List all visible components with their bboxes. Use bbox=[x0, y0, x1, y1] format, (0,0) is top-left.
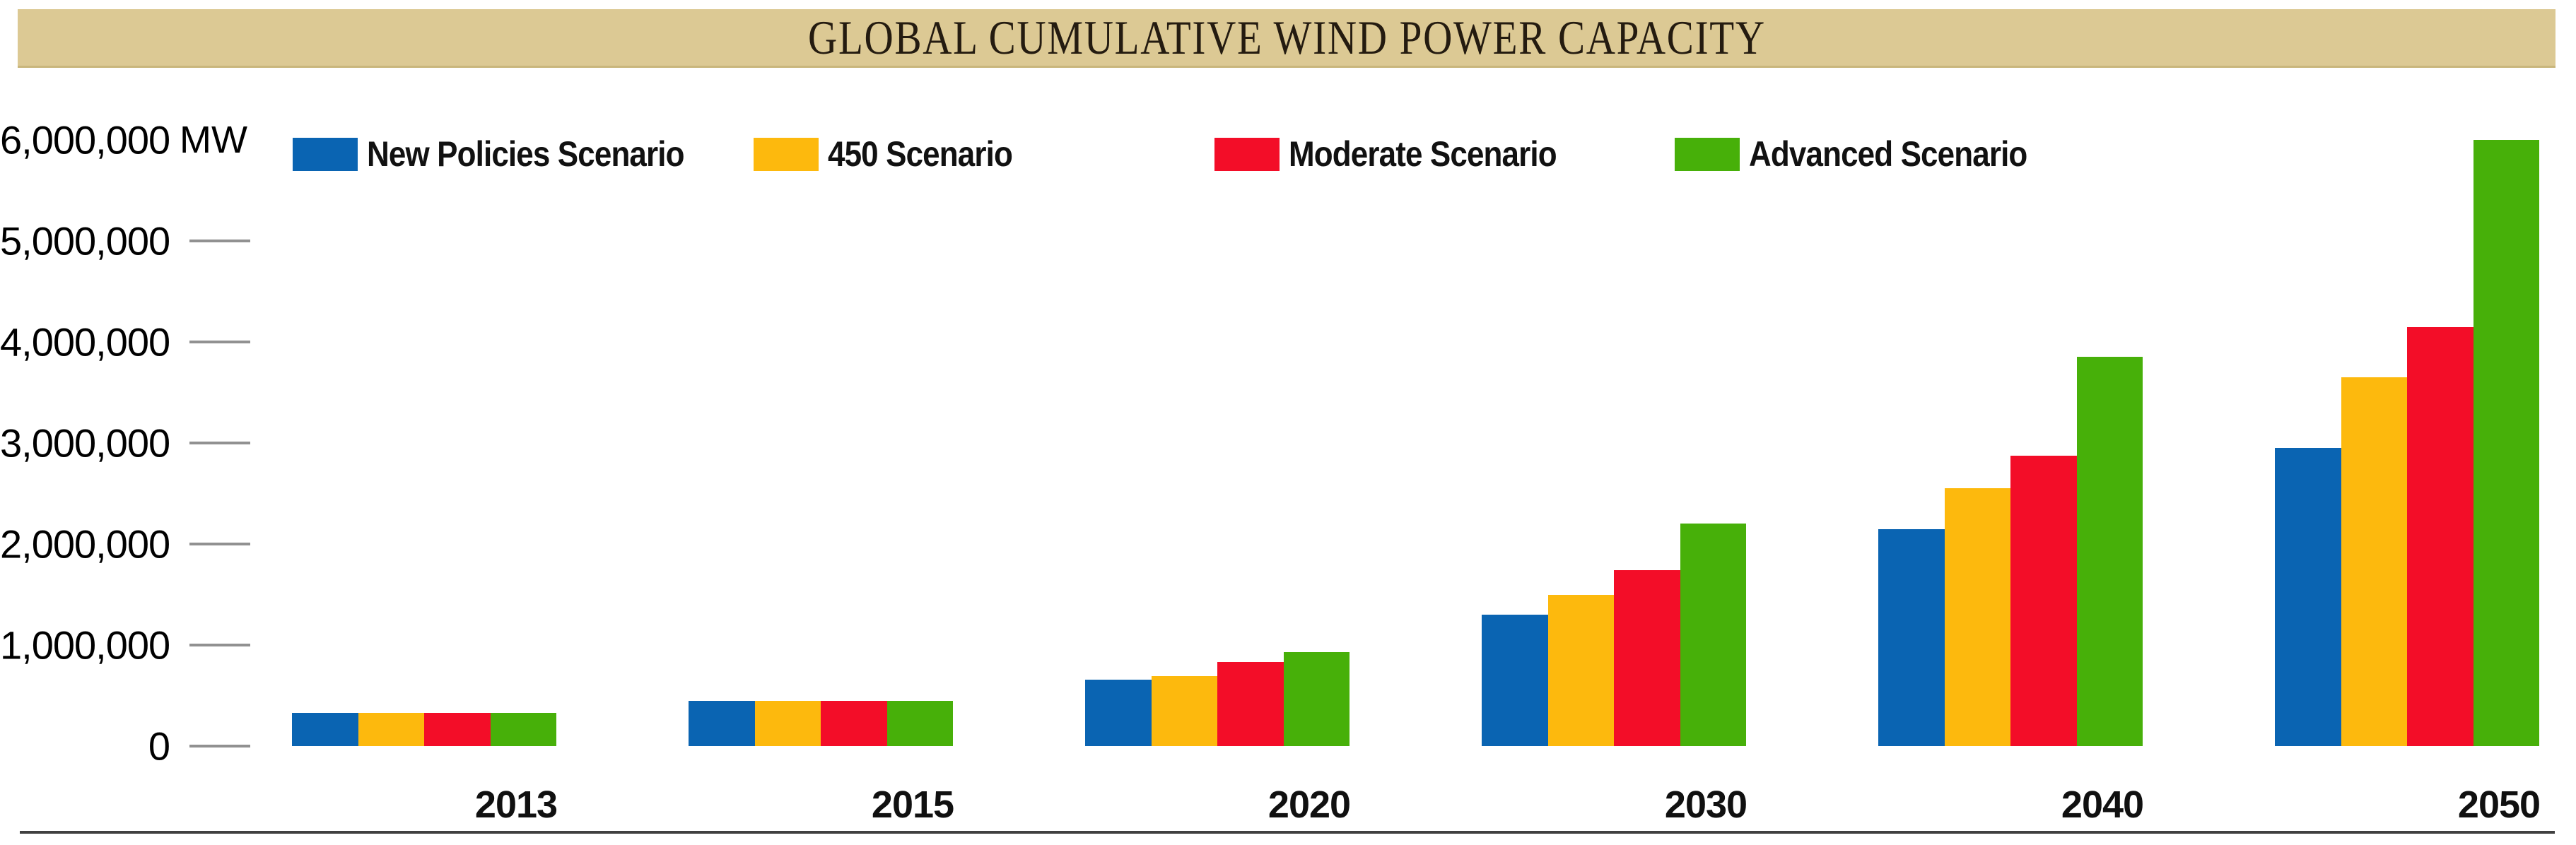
x-axis-label: 2040 bbox=[2061, 784, 2144, 826]
y-tick-mark bbox=[189, 543, 250, 545]
y-tick-label: 1,000,000 bbox=[0, 622, 170, 668]
bar-2050-s3 bbox=[2473, 140, 2539, 746]
x-axis-label: 2020 bbox=[1267, 784, 1351, 826]
bar-2040-s0 bbox=[1878, 528, 1945, 746]
legend-label: New Policies Scenario bbox=[367, 134, 685, 174]
bar-2040-s2 bbox=[2010, 455, 2077, 746]
legend-label: Advanced Scenario bbox=[1749, 134, 2027, 174]
bar-2015-s1 bbox=[754, 700, 821, 746]
y-tick-mark bbox=[189, 341, 250, 343]
bar-2020-s2 bbox=[1217, 662, 1284, 746]
bar-2040-s1 bbox=[1944, 488, 2010, 746]
x-axis-label: 2015 bbox=[871, 784, 954, 826]
x-axis-label: 2030 bbox=[1664, 784, 1747, 826]
bar-2015-s2 bbox=[821, 700, 887, 746]
y-tick-mark bbox=[189, 644, 250, 646]
title-banner: GLOBAL CUMULATIVE WIND POWER CAPACITY bbox=[18, 9, 2555, 68]
x-axis-label: 2050 bbox=[2457, 784, 2541, 826]
legend-swatch bbox=[293, 138, 358, 171]
y-tick-label: 6,000,000 bbox=[0, 117, 170, 162]
bar-2015-s3 bbox=[886, 700, 953, 746]
bar-2020-s0 bbox=[1085, 679, 1152, 746]
bar-2020-s3 bbox=[1283, 652, 1350, 746]
bar-2030-s1 bbox=[1547, 594, 1614, 746]
legend-swatch bbox=[1675, 138, 1740, 171]
legend-label: Moderate Scenario bbox=[1289, 134, 1557, 174]
legend-swatch bbox=[754, 138, 819, 171]
y-tick-label: 2,000,000 bbox=[0, 521, 170, 567]
bar-2013-s1 bbox=[358, 712, 424, 746]
bar-2030-s0 bbox=[1482, 615, 1548, 746]
bar-2030-s2 bbox=[1614, 570, 1680, 746]
bar-2015-s0 bbox=[689, 700, 755, 746]
legend-swatch bbox=[1214, 138, 1280, 171]
unit-label: MW bbox=[180, 119, 247, 161]
x-axis-label: 2013 bbox=[474, 784, 558, 826]
bar-2050-s0 bbox=[2275, 448, 2341, 746]
y-tick-mark bbox=[189, 745, 250, 748]
bar-2050-s2 bbox=[2407, 326, 2473, 746]
y-tick-label: 3,000,000 bbox=[0, 420, 170, 466]
y-tick-mark bbox=[189, 240, 250, 242]
y-tick-mark bbox=[189, 442, 250, 444]
bar-2013-s2 bbox=[424, 712, 491, 746]
bottom-border bbox=[20, 831, 2555, 834]
bar-2013-s0 bbox=[292, 712, 358, 746]
bar-2030-s3 bbox=[1680, 524, 1746, 746]
bar-2050-s1 bbox=[2341, 377, 2407, 746]
y-tick-label: 0 bbox=[148, 723, 170, 769]
y-tick-label: 5,000,000 bbox=[0, 218, 170, 264]
legend-label: 450 Scenario bbox=[828, 134, 1013, 174]
y-tick-label: 4,000,000 bbox=[0, 319, 170, 365]
bar-2040-s3 bbox=[2076, 357, 2143, 746]
bar-2013-s3 bbox=[490, 712, 556, 746]
chart-title: GLOBAL CUMULATIVE WIND POWER CAPACITY bbox=[807, 10, 1766, 64]
bar-2020-s1 bbox=[1151, 676, 1217, 746]
